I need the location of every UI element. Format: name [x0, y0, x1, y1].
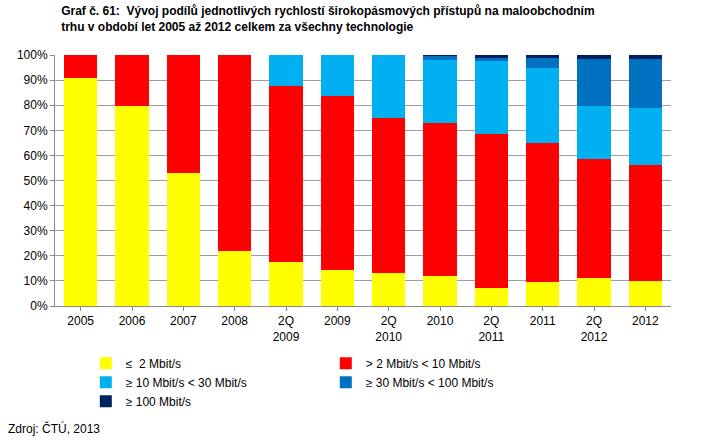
- svg-text:2009: 2009: [324, 314, 351, 328]
- svg-text:90%: 90%: [24, 73, 48, 87]
- svg-text:≥ 10 Mbit/s < 30 Mbit/s: ≥ 10 Mbit/s < 30 Mbit/s: [126, 376, 247, 390]
- svg-text:2006: 2006: [119, 314, 146, 328]
- svg-text:10%: 10%: [24, 274, 48, 288]
- svg-text:2Q2012: 2Q2012: [581, 314, 608, 344]
- svg-text:≤ 2 Mbit/s: ≤ 2 Mbit/s: [126, 357, 181, 371]
- svg-text:≥ 100 Mbit/s: ≥ 100 Mbit/s: [126, 395, 191, 409]
- svg-text:2012: 2012: [632, 314, 659, 328]
- svg-text:Graf č. 61: Vývoj podílů jedn: Graf č. 61: Vývoj podílů jednotlivých ry…: [61, 4, 594, 34]
- svg-text:60%: 60%: [24, 149, 48, 163]
- svg-text:70%: 70%: [24, 124, 48, 138]
- svg-text:20%: 20%: [24, 249, 48, 263]
- svg-text:2008: 2008: [221, 314, 248, 328]
- svg-text:2011: 2011: [530, 314, 556, 328]
- svg-text:40%: 40%: [24, 199, 48, 213]
- svg-text:50%: 50%: [24, 174, 48, 188]
- svg-text:30%: 30%: [24, 224, 48, 238]
- svg-text:0%: 0%: [30, 299, 48, 313]
- svg-text:100%: 100%: [17, 48, 48, 62]
- svg-text:2Q2009: 2Q2009: [273, 314, 300, 344]
- svg-text:80%: 80%: [24, 98, 48, 112]
- svg-text:2010: 2010: [427, 314, 454, 328]
- svg-text:2Q2011: 2Q2011: [478, 314, 504, 344]
- svg-text:2Q2010: 2Q2010: [375, 314, 402, 344]
- svg-text:≥ 30 Mbit/s < 100 Mbit/s: ≥ 30 Mbit/s < 100 Mbit/s: [366, 376, 494, 390]
- svg-text:> 2 Mbit/s < 10 Mbit/s: > 2 Mbit/s < 10 Mbit/s: [366, 357, 481, 371]
- svg-text:2007: 2007: [170, 314, 197, 328]
- svg-text:2005: 2005: [67, 314, 94, 328]
- svg-text:Zdroj: ČTÚ, 2013: Zdroj: ČTÚ, 2013: [8, 421, 100, 436]
